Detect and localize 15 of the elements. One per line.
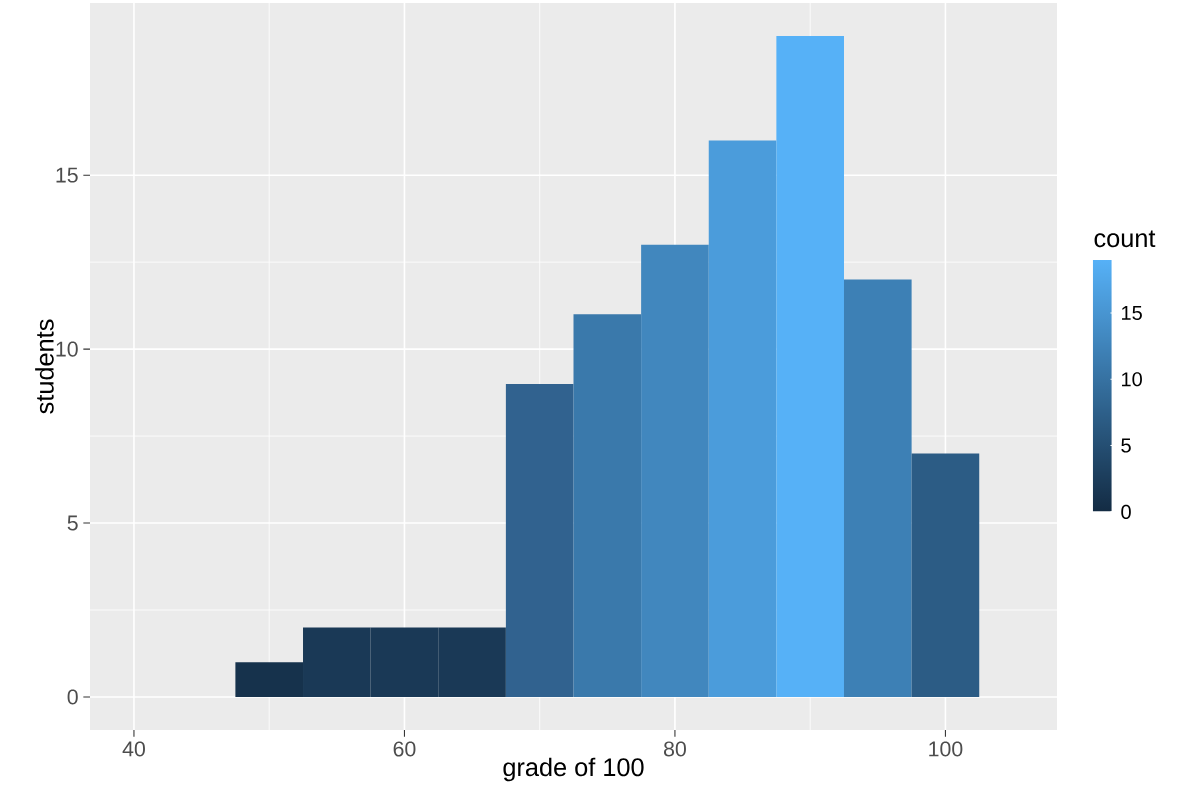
color-bar-label: 0 <box>1121 504 1131 519</box>
x-tick-label: 60 <box>393 741 416 757</box>
color-bar-title: count <box>1094 230 1156 248</box>
color-bar-label: 15 <box>1122 305 1142 320</box>
y-tick-label: 0 <box>67 689 78 705</box>
color-bar-label: 10 <box>1122 372 1142 387</box>
x-tick-label: 80 <box>663 741 686 757</box>
color-bar-label: 5 <box>1121 438 1131 453</box>
x-tick-label: 40 <box>122 741 145 757</box>
x-axis-title: grade of 100 <box>503 757 644 782</box>
y-tick-label: 10 <box>56 341 78 357</box>
y-tick-label: 5 <box>67 515 78 531</box>
y-axis-title: students <box>35 319 54 414</box>
x-tick-label: 100 <box>929 741 963 757</box>
y-tick-label: 15 <box>56 167 78 183</box>
